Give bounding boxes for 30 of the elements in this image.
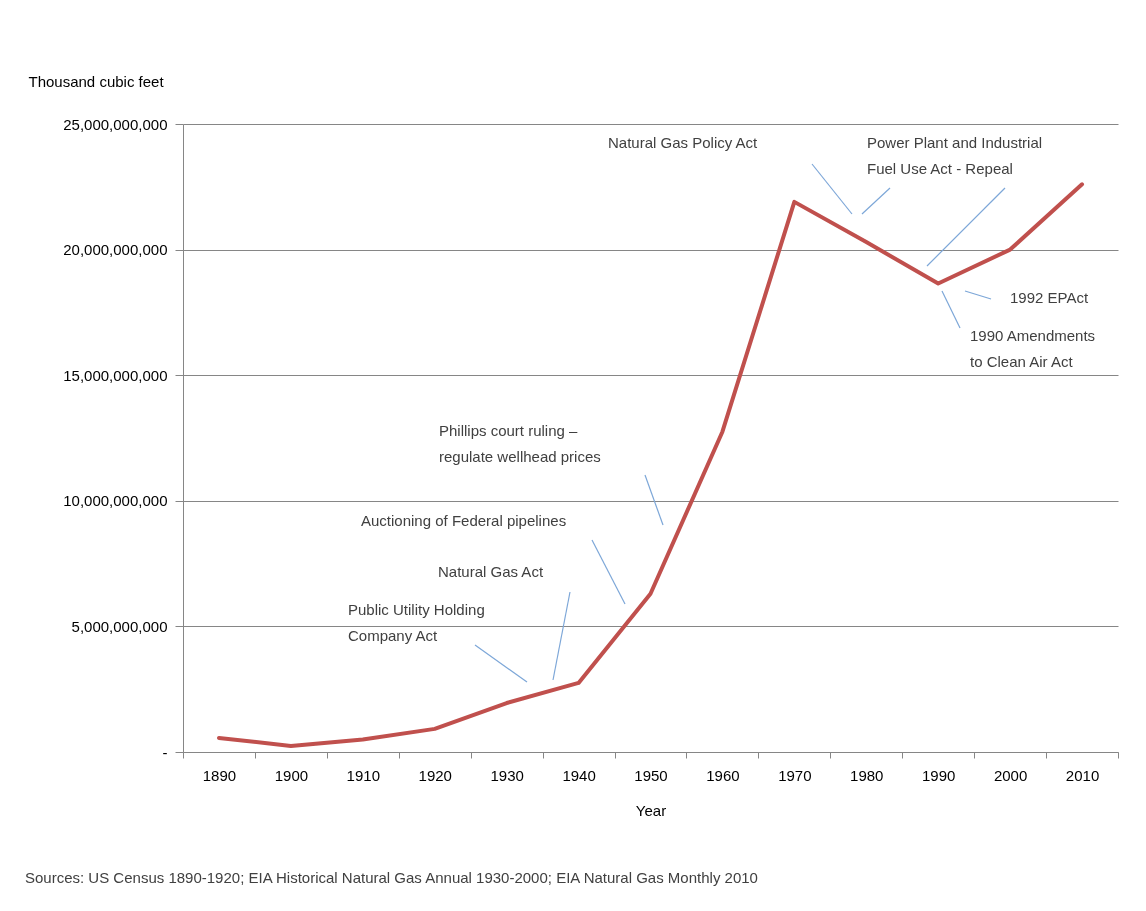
x-axis-title: Year [635, 801, 667, 819]
annotation: Natural Gas Act [438, 563, 544, 580]
y-axis-title: Thousand cubic feet [28, 72, 165, 90]
x-tick-label: 1940 [562, 766, 596, 784]
x-tick-label: 1930 [490, 766, 524, 784]
y-tick-label: 15,000,000,000 [63, 366, 168, 384]
y-tick-label: - [162, 743, 168, 761]
x-tick-label: 1990 [922, 766, 956, 784]
x-tick-label: 1920 [418, 766, 452, 784]
x-tick-label: 2010 [1065, 766, 1100, 784]
x-tick-label: 1900 [274, 766, 309, 784]
x-tick-label: 1980 [850, 766, 884, 784]
x-tick-label: 2000 [993, 766, 1028, 784]
x-tick-label: 1970 [778, 766, 812, 784]
y-tick-label: 20,000,000,000 [63, 241, 168, 259]
x-tick-label: 1960 [706, 766, 740, 784]
annotation: Phillips court ruling – regulate wellhead prices [439, 422, 601, 465]
x-tick-label: 1910 [346, 766, 380, 784]
x-tick-label: 1890 [202, 766, 237, 784]
annotation: Auctioning of Federal pipelines [361, 512, 567, 529]
annotation: Public Utility Holding Company Act [348, 601, 485, 644]
annotation: 1990 Amendments to Clean Air Act [970, 327, 1096, 370]
y-tick-label: 5,000,000,000 [71, 617, 168, 635]
annotation: Natural Gas Policy Act [608, 134, 759, 151]
y-tick-label: 10,000,000,000 [63, 492, 168, 510]
annotation: 1992 EPAct [1010, 289, 1089, 306]
y-tick-label: 25,000,000,000 [63, 115, 168, 133]
annotation: Power Plant and Industrial Fuel Use Act - Repeal [867, 134, 1043, 177]
source-note: Sources: US Census 1890-1920; EIA Historical Natural Gas Annual 1930-2000; EIA Natural Gas Monthly 2010 [25, 869, 758, 886]
x-tick-label: 1950 [634, 766, 668, 784]
